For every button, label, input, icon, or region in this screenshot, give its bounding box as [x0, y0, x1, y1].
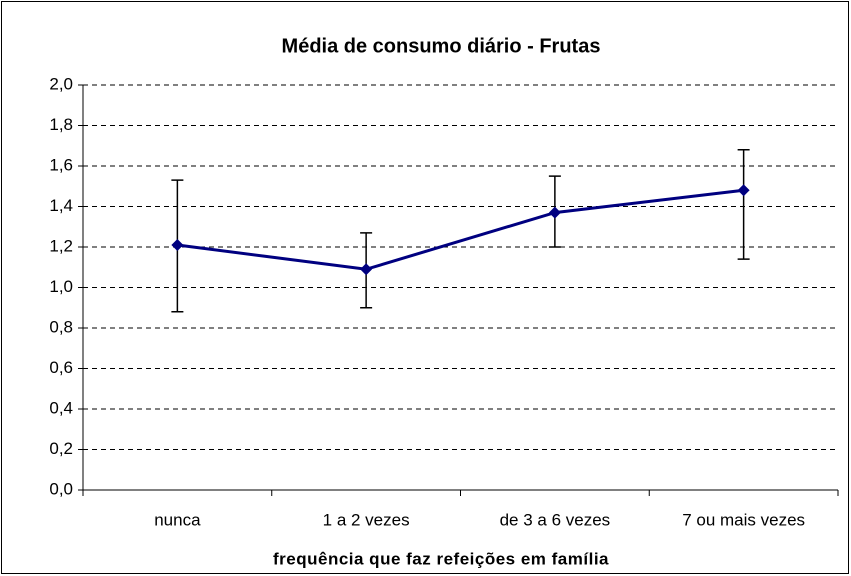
- y-tick-label: 0,4: [49, 398, 73, 417]
- y-tick-label: 2,0: [49, 74, 73, 93]
- x-axis-label: frequência que faz refeições em família: [273, 549, 609, 568]
- y-tick-label: 1,4: [49, 196, 73, 215]
- x-tick-label: nunca: [154, 510, 201, 529]
- series-line: [177, 188, 744, 271]
- y-tick-label: 1,6: [49, 155, 73, 174]
- y-tick-label: 0,0: [49, 479, 73, 498]
- y-tick-label: 1,2: [49, 236, 73, 255]
- x-tick-label: 7 ou mais vezes: [682, 510, 805, 529]
- x-tick-label: de 3 a 6 vezes: [500, 510, 611, 529]
- marker: [171, 238, 184, 251]
- y-tick-label: 1,0: [49, 277, 73, 296]
- error-bar: [737, 149, 750, 260]
- y-tick-label: 0,6: [49, 358, 73, 377]
- marker: [360, 263, 373, 276]
- y-tick-label: 0,2: [49, 439, 73, 458]
- y-tick-label: 0,8: [49, 317, 73, 336]
- marker: [548, 206, 561, 219]
- marker: [737, 184, 750, 197]
- y-tick-label: 1,8: [49, 115, 73, 134]
- chart-title: Média de consumo diário - Frutas: [282, 35, 601, 57]
- x-tick-label: 1 a 2 vezes: [323, 510, 410, 529]
